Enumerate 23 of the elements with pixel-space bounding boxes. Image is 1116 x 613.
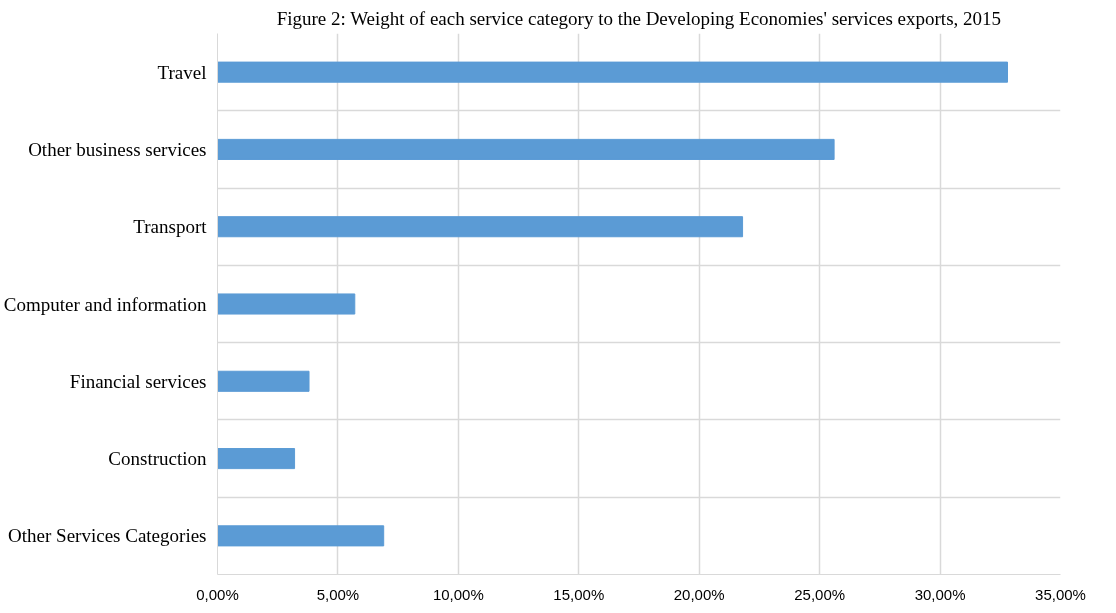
y-tick-label: Construction (108, 448, 207, 470)
x-tick-label: 0,00% (196, 585, 239, 603)
x-tick-label: 35,00% (1035, 585, 1086, 603)
bar (217, 370, 310, 392)
y-tick-label: Computer and information (3, 293, 207, 315)
y-tick-label: Travel (157, 61, 207, 83)
bar (217, 293, 356, 315)
chart-title: Figure 2: Weight of each service category to the Developing Economies' services exports, 2015 (276, 7, 1002, 29)
x-tick-label: 5,00% (316, 585, 360, 603)
x-tick-label: 30,00% (914, 585, 966, 603)
bar (217, 448, 296, 470)
bar (217, 138, 835, 160)
y-tick-label: Transport (133, 216, 208, 238)
y-tick-label: Other Services Categories (8, 525, 207, 547)
x-tick-label: 25,00% (794, 585, 846, 603)
y-tick-label: Other business services (28, 138, 207, 160)
y-tick-label: Financial services (69, 370, 207, 392)
x-tick-label: 10,00% (432, 585, 484, 603)
bar (217, 61, 1009, 83)
bar (217, 216, 744, 238)
x-tick-label: 15,00% (553, 585, 605, 603)
x-tick-label: 20,00% (673, 585, 725, 603)
bar (217, 525, 385, 547)
